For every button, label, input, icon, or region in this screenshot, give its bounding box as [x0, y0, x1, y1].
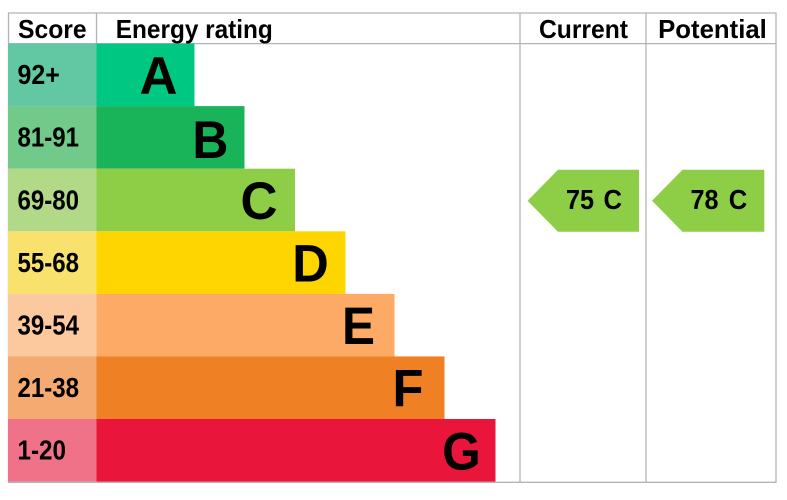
- svg-text:G: G: [442, 422, 481, 481]
- svg-text:92+: 92+: [18, 59, 60, 90]
- svg-text:81-91: 81-91: [18, 122, 80, 153]
- svg-text:Energy rating: Energy rating: [116, 14, 273, 44]
- svg-text:F: F: [393, 360, 424, 419]
- svg-text:Current: Current: [539, 14, 628, 44]
- svg-text:C: C: [729, 184, 748, 215]
- svg-text:69-80: 69-80: [18, 184, 80, 215]
- svg-text:D: D: [292, 235, 329, 294]
- svg-text:E: E: [342, 297, 375, 356]
- svg-text:39-54: 39-54: [18, 310, 80, 341]
- svg-text:C: C: [241, 172, 278, 231]
- svg-text:75: 75: [566, 184, 594, 215]
- svg-text:Potential: Potential: [658, 14, 767, 44]
- svg-text:78: 78: [691, 184, 719, 215]
- svg-text:21-38: 21-38: [18, 372, 80, 403]
- svg-text:B: B: [192, 111, 228, 170]
- svg-text:A: A: [140, 47, 178, 106]
- svg-text:1-20: 1-20: [18, 435, 67, 466]
- svg-text:55-68: 55-68: [18, 247, 80, 278]
- svg-text:Score: Score: [18, 14, 87, 44]
- svg-text:C: C: [603, 184, 622, 215]
